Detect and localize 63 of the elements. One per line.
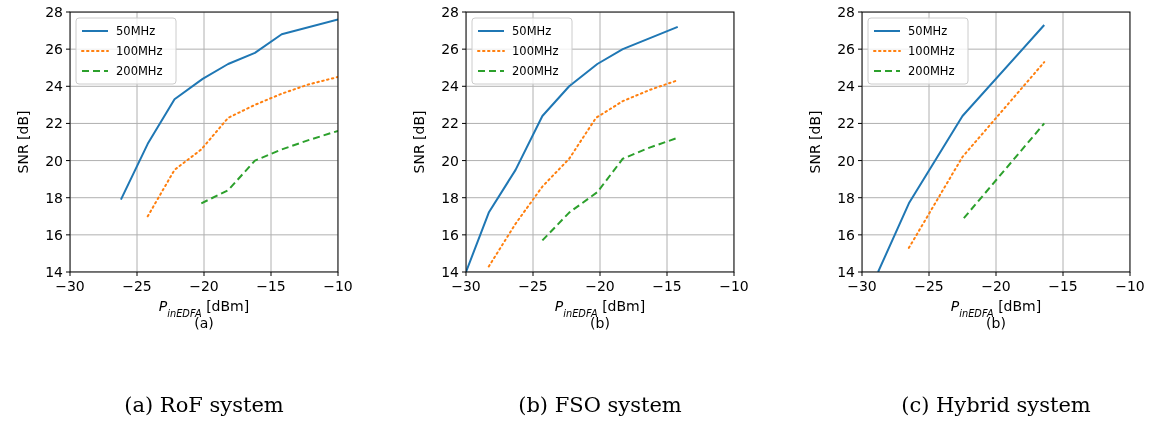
line-series <box>200 129 338 205</box>
line-series <box>877 24 1046 272</box>
legend-label: 50MHz <box>512 24 552 38</box>
y-tick-label: 14 <box>45 264 64 280</box>
legend-label: 100MHz <box>116 44 163 58</box>
x-tick-label: −15 <box>1048 278 1078 294</box>
x-tick-label: −15 <box>652 278 682 294</box>
y-tick-label: 28 <box>837 4 855 20</box>
y-tick-label: 28 <box>441 4 459 20</box>
y-tick-label: 22 <box>837 115 855 132</box>
x-tick-label: −30 <box>451 278 481 294</box>
y-tick-label: 18 <box>837 189 855 206</box>
y-tick-label: 20 <box>441 152 459 169</box>
y-tick-label: 14 <box>441 264 460 280</box>
y-tick-label: 20 <box>837 152 855 169</box>
y-axis-title: SNR [dB] <box>411 110 427 174</box>
x-tick-label: −25 <box>122 278 152 294</box>
y-tick-label: 20 <box>45 152 63 169</box>
y-tick-label: 28 <box>45 4 63 20</box>
legend-label: 200MHz <box>116 64 163 78</box>
text: (a) RoF system <box>124 393 284 417</box>
y-tick-label: 18 <box>441 189 459 206</box>
y-tick-label: 26 <box>837 41 856 58</box>
legend-label: 100MHz <box>908 44 955 58</box>
text: (b) FSO system <box>518 393 682 417</box>
y-tick-label: 24 <box>45 78 64 95</box>
y-tick-label: 26 <box>441 41 460 58</box>
y-tick-label: 24 <box>441 78 460 95</box>
y-tick-label: 14 <box>837 264 856 280</box>
x-tick-label: −10 <box>719 278 749 294</box>
x-tick-label: −20 <box>189 278 219 294</box>
y-tick-label: 22 <box>441 115 459 132</box>
text: (b) <box>986 315 1006 331</box>
y-tick-label: 18 <box>45 189 63 206</box>
line-series <box>146 76 338 218</box>
legend-label: 200MHz <box>512 64 559 78</box>
legend-label: 200MHz <box>908 64 955 78</box>
line-series <box>541 137 678 242</box>
line-series <box>487 79 678 268</box>
y-tick-label: 24 <box>837 78 856 95</box>
y-axis-title: SNR [dB] <box>807 110 823 174</box>
x-tick-label: −15 <box>256 278 286 294</box>
y-tick-label: 22 <box>45 115 63 132</box>
text: (a) <box>194 315 214 331</box>
legend-label: 100MHz <box>512 44 559 58</box>
x-tick-label: −10 <box>323 278 353 294</box>
y-tick-label: 16 <box>441 226 460 243</box>
x-tick-label: −25 <box>914 278 944 294</box>
text: (c) Hybrid system <box>901 393 1091 417</box>
x-tick-label: −30 <box>55 278 85 294</box>
y-tick-label: 16 <box>837 226 856 243</box>
x-tick-label: −30 <box>847 278 877 294</box>
y-axis-title: SNR [dB] <box>15 110 31 174</box>
x-tick-label: −20 <box>981 278 1011 294</box>
legend-label: 50MHz <box>908 24 948 38</box>
x-tick-label: −10 <box>1115 278 1145 294</box>
y-tick-label: 16 <box>45 226 64 243</box>
x-tick-label: −20 <box>585 278 615 294</box>
line-series <box>466 25 679 272</box>
y-tick-label: 26 <box>45 41 64 58</box>
legend-label: 50MHz <box>116 24 156 38</box>
text: (b) <box>590 315 610 331</box>
x-tick-label: −25 <box>518 278 548 294</box>
